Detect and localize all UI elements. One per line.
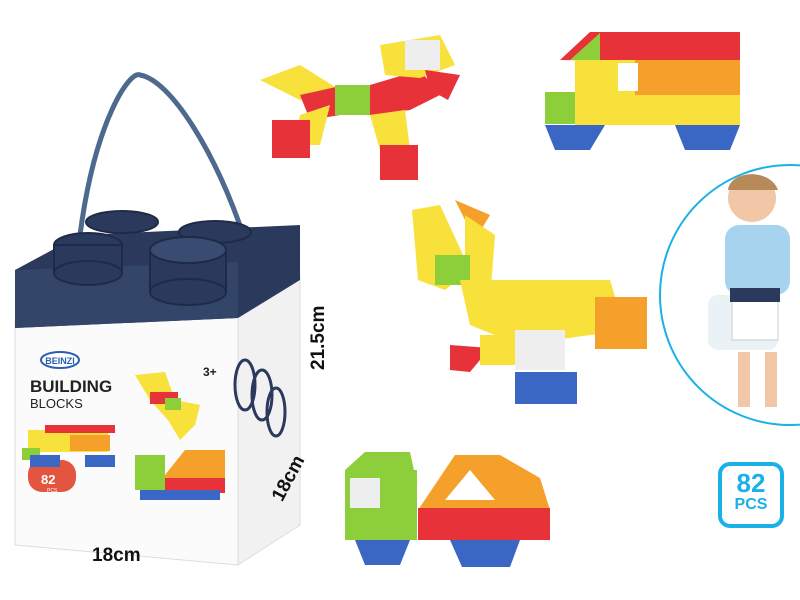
badge-count: 82	[736, 468, 766, 498]
box-handle-rope	[77, 72, 248, 241]
piece-count-badge: 82 PCS	[718, 462, 784, 528]
box-title-line1: BUILDING	[30, 377, 112, 396]
airplane-figure	[412, 200, 647, 404]
width-dimension-label: 18cm	[92, 545, 141, 566]
lid-studs	[53, 210, 252, 306]
badge-unit: PCS	[734, 496, 768, 513]
box-piece-unit: PCS	[47, 488, 58, 494]
product-box	[14, 210, 301, 566]
box-side-circles	[233, 358, 287, 438]
box-mini-truck	[22, 425, 115, 467]
height-dimension-label: 21.5cm	[308, 305, 329, 370]
bus-figure	[545, 32, 740, 150]
box-mini-horse	[135, 372, 200, 440]
child-photo	[659, 164, 800, 426]
box-title-line2: BLOCKS	[30, 396, 83, 411]
box-mini-dumptruck	[135, 450, 225, 500]
box-age-label: 3+	[203, 365, 217, 379]
box-piece-count: 82	[41, 472, 55, 487]
horse-figure	[260, 35, 460, 180]
dump-truck-figure	[345, 452, 550, 567]
box-brand-logo: BEINZI	[45, 356, 75, 366]
